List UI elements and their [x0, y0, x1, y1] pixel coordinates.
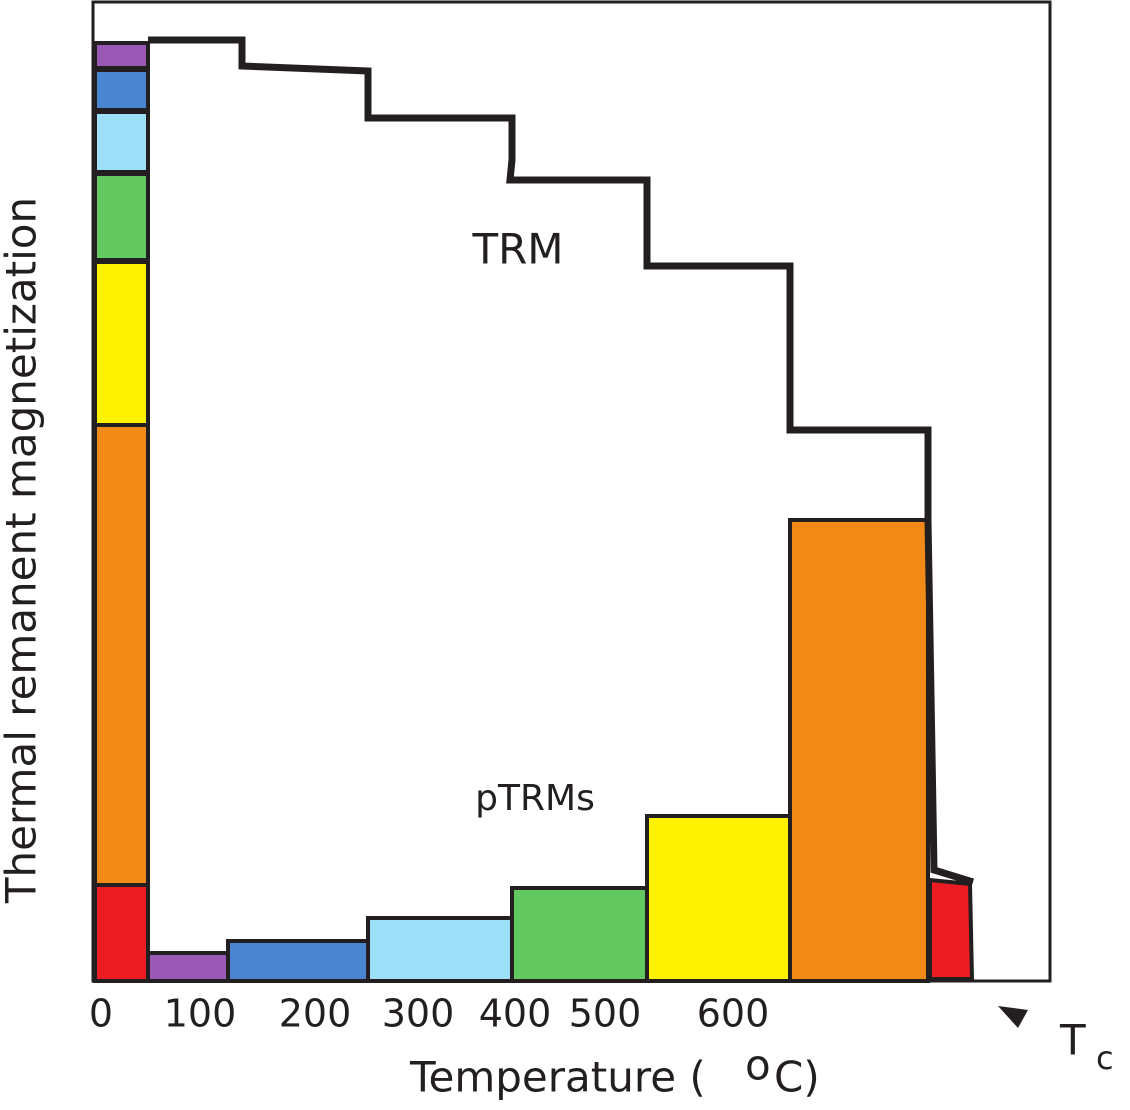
segment	[93, 110, 150, 174]
bar	[645, 814, 792, 983]
x-tick-label: 500	[569, 992, 642, 1036]
segment	[93, 423, 150, 887]
x-tick-label: 200	[279, 992, 352, 1036]
segment	[93, 172, 150, 262]
bar	[366, 916, 514, 983]
degree-sign: o	[745, 1041, 771, 1090]
segment	[93, 883, 150, 983]
x-tick-label: 400	[479, 992, 552, 1036]
curie-symbol: T	[1059, 1016, 1086, 1065]
x-tick-label: 0	[89, 992, 113, 1036]
bar	[928, 877, 975, 981]
trm-stack	[93, 41, 150, 983]
bar	[226, 939, 370, 983]
bars-label: pTRMs	[475, 778, 595, 819]
segment	[93, 68, 150, 112]
y-axis-label: Thermal remanent magnetization	[0, 197, 46, 904]
x-axis-unit: C)	[774, 1053, 820, 1102]
curie-subscript: c	[1096, 1039, 1114, 1077]
curve-label: TRM	[471, 225, 563, 274]
bar	[788, 518, 930, 983]
x-tick-label: 600	[697, 992, 770, 1036]
x-tick-label: 300	[382, 992, 455, 1036]
bar	[510, 886, 649, 983]
curie-arrow	[998, 1006, 1028, 1028]
segment	[93, 41, 150, 70]
segment	[93, 260, 150, 427]
ptrm-bars	[146, 518, 975, 983]
bar	[146, 951, 230, 983]
x-tick-label: 100	[164, 992, 237, 1036]
x-ticks: 0 100 200 300 400 500 600	[89, 992, 769, 1036]
trm-curve	[148, 36, 975, 886]
x-axis-label: Temperature (	[409, 1053, 706, 1102]
